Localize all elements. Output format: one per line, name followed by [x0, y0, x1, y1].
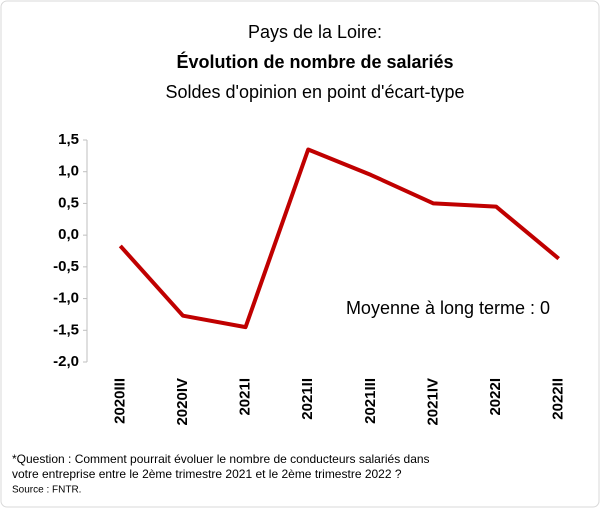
y-tick-label: -0,5	[53, 258, 79, 275]
y-tick-label: -1,0	[53, 290, 79, 307]
x-tick-label: 2022II	[550, 378, 567, 420]
chart-subtitle: Soldes d'opinion en point d'écart-type	[165, 82, 464, 102]
x-tick-label: 2021III	[362, 378, 379, 424]
annotation: Moyenne à long terme : 0	[346, 298, 550, 318]
y-tick-label: 0,5	[58, 194, 79, 211]
chart-subtitle: Évolution de nombre de salariés	[176, 51, 453, 72]
footnote: *Question : Comment pourrait évoluer le …	[12, 452, 430, 466]
x-tick-label: 2022I	[487, 378, 504, 416]
data-line	[118, 147, 560, 330]
source: Source : FNTR.	[12, 485, 81, 496]
y-tick-label: 1,5	[58, 131, 79, 148]
footnote: votre entreprise entre le 2ème trimestre…	[12, 467, 402, 481]
x-tick-label: 2021I	[237, 378, 254, 416]
x-tick-label: 2021IV	[424, 378, 441, 426]
y-tick-label: 1,0	[58, 163, 79, 180]
y-tick-label: -2,0	[53, 353, 79, 370]
x-tick-label: 2020III	[111, 378, 128, 424]
x-tick-label: 2020IV	[174, 378, 191, 426]
y-tick-label: -1,5	[53, 321, 79, 338]
x-tick-label: 2021II	[299, 378, 316, 420]
chart-title: Pays de la Loire:	[248, 22, 382, 42]
y-tick-label: 0,0	[58, 226, 79, 243]
